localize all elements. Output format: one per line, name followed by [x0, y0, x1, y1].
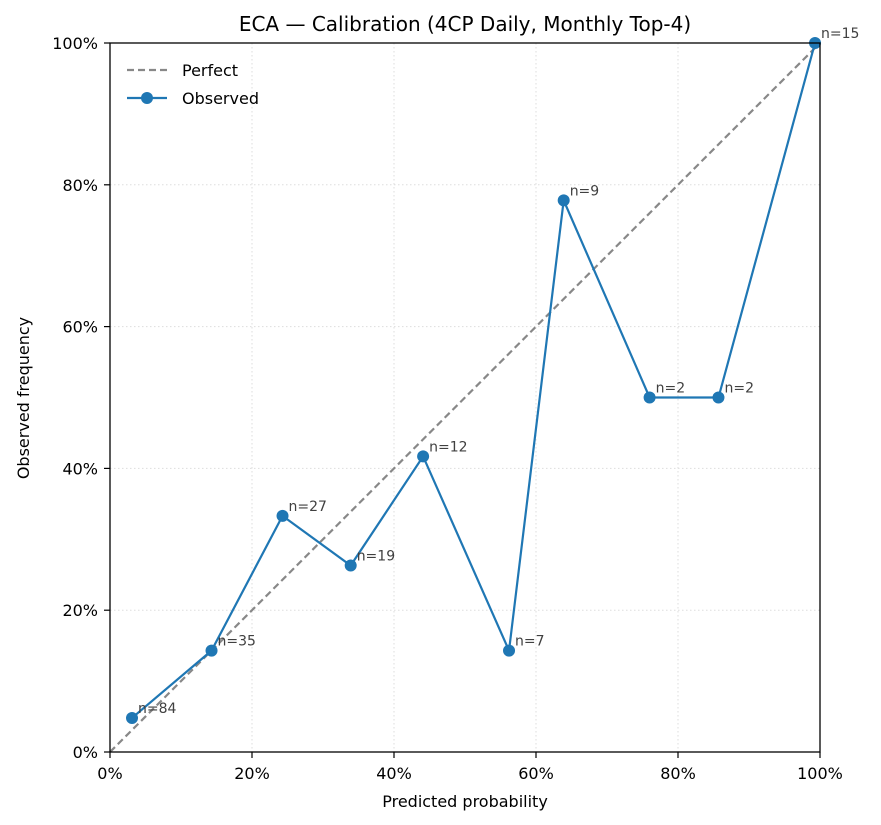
y-tick-label: 80% [62, 176, 98, 195]
plot-frame [109, 42, 821, 753]
sample-size-label: n=2 [724, 381, 754, 397]
sample-size-label: n=9 [570, 183, 600, 199]
observed-point [276, 509, 289, 522]
legend-observed-marker [141, 92, 153, 104]
legend-perfect-label: Perfect [182, 61, 238, 80]
sample-size-label: n=15 [821, 26, 859, 42]
sample-size-label: n=7 [515, 634, 545, 650]
y-tick-label: 20% [62, 601, 98, 620]
observed-line [131, 42, 817, 719]
observed-point [643, 391, 656, 404]
y-tick-label: 40% [62, 459, 98, 478]
y-tick-label: 0% [73, 743, 98, 762]
y-axis-ticks: 0% 20% 40% 60% 80% 100% [52, 34, 110, 762]
sample-size-annotations: n=84 n=35 n=27 n=19 n=12 n=7 n=9 n=2 n=2 n=15 [138, 26, 859, 717]
y-tick-label: 100% [52, 34, 98, 53]
perfect-calibration-line [109, 42, 821, 753]
x-tick-label: 100% [797, 764, 843, 783]
legend-observed-label: Observed [182, 89, 259, 108]
sample-size-label: n=84 [138, 701, 177, 717]
perfect-series [109, 42, 821, 753]
x-tick-label: 60% [518, 764, 554, 783]
sample-size-label: n=27 [289, 499, 327, 515]
sample-size-label: n=12 [429, 439, 467, 455]
x-tick-label: 20% [234, 764, 270, 783]
x-tick-label: 0% [97, 764, 122, 783]
observed-point [503, 644, 516, 657]
x-axis-label: Predicted probability [382, 792, 548, 811]
observed-point [417, 450, 430, 463]
x-tick-label: 40% [376, 764, 412, 783]
y-tick-label: 60% [62, 318, 98, 337]
x-tick-label: 80% [660, 764, 696, 783]
sample-size-label: n=19 [357, 549, 395, 565]
sample-size-label: n=2 [656, 381, 686, 397]
observed-point [712, 391, 725, 404]
observed-series [126, 37, 822, 724]
sample-size-label: n=35 [218, 634, 256, 650]
y-axis-label: Observed frequency [14, 317, 33, 479]
legend: Perfect Observed [127, 61, 259, 108]
chart-title: ECA — Calibration (4CP Daily, Monthly To… [239, 12, 691, 36]
x-axis-ticks: 0% 20% 40% 60% 80% 100% [97, 752, 843, 783]
observed-point [557, 194, 570, 207]
observed-point [126, 711, 139, 724]
observed-point [205, 644, 218, 657]
observed-point [344, 559, 357, 572]
